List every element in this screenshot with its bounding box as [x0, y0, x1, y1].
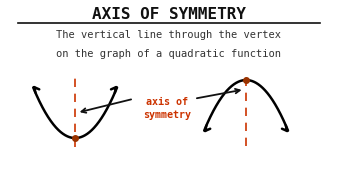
Text: AXIS OF SYMMETRY: AXIS OF SYMMETRY [92, 7, 246, 22]
Text: axis of
symmetry: axis of symmetry [143, 97, 191, 120]
Text: on the graph of a quadratic function: on the graph of a quadratic function [56, 49, 282, 59]
Text: The vertical line through the vertex: The vertical line through the vertex [56, 30, 282, 40]
